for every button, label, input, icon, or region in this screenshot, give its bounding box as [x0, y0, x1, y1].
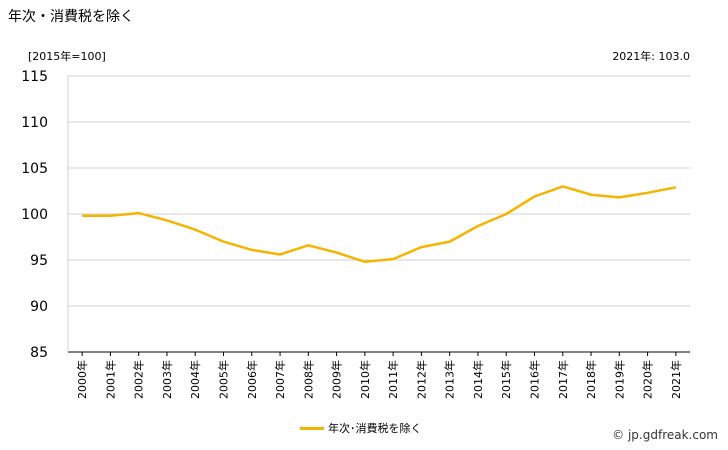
x-tick-label: 2002年: [132, 360, 146, 399]
x-tick-label: 2010年: [358, 360, 372, 399]
y-tick-labels: 85 90 95 100 105 110 115: [21, 69, 48, 361]
x-tick-label: 2009年: [330, 360, 344, 399]
x-tick-label: 2016年: [528, 360, 542, 399]
x-tick-label: 2006年: [245, 360, 259, 399]
x-tick-label: 2001年: [103, 360, 117, 399]
x-tick-label: 2017年: [556, 360, 570, 399]
series-line: [82, 185, 677, 264]
legend-label: 年次･消費税を除く: [328, 422, 422, 435]
x-tick-label: 2007年: [273, 360, 287, 399]
x-tick-label: 2021年: [669, 360, 683, 399]
grid-lines: [67, 75, 690, 353]
x-tick-label: 2014年: [471, 360, 485, 399]
x-tick-label: 2018年: [584, 360, 598, 399]
x-tick-label: 2005年: [217, 360, 231, 399]
x-tick-label: 2003年: [160, 360, 174, 399]
legend: 年次･消費税を除く: [300, 420, 422, 436]
y-tick-label: 90: [30, 299, 48, 315]
x-tick-label: 2004年: [188, 360, 202, 399]
y-tick-label: 105: [21, 161, 48, 177]
y-tick-label: 100: [21, 207, 48, 223]
y-tick-label: 95: [30, 253, 48, 269]
y-tick-label: 110: [21, 115, 48, 131]
x-tick-label: 2013年: [443, 360, 457, 399]
unit-label: [2015年=100]: [28, 50, 106, 63]
x-tick-label: 2020年: [641, 360, 655, 399]
y-tick-label: 85: [30, 345, 48, 361]
x-tick-label: 2019年: [612, 360, 626, 399]
chart-title: 年次・消費税を除く: [8, 9, 134, 25]
credit-text: © jp.gdfreak.com: [612, 428, 718, 442]
y-tick-label: 115: [21, 69, 48, 85]
x-tick-label: 2000年: [75, 360, 89, 399]
latest-value-label: 2021年: 103.0: [612, 50, 690, 63]
x-tick-label: 2008年: [301, 360, 315, 399]
series-layer: [82, 185, 677, 264]
x-tick-label: 2012年: [414, 360, 428, 399]
x-tick-label: 2015年: [499, 360, 513, 399]
x-tick-labels: 2000年 2001年 2002年 2003年 2004年 2005年 2006年 2007年…: [75, 352, 683, 399]
x-tick-label: 2011年: [386, 360, 400, 399]
legend-swatch: [300, 426, 324, 430]
